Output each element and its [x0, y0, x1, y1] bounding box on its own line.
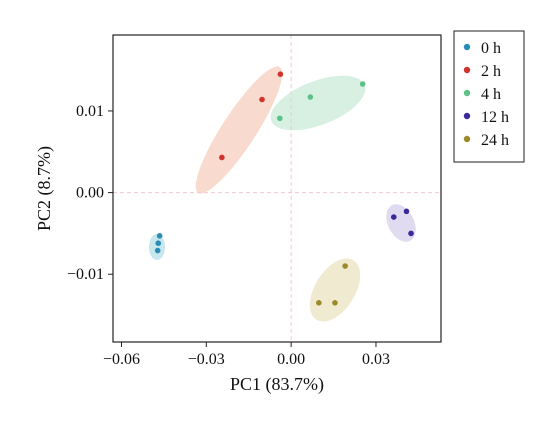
plot-frame: [112, 34, 442, 343]
legend-marker-12h: [463, 112, 471, 120]
point-12h-1: [390, 214, 397, 220]
confidence-ellipses: [149, 66, 416, 322]
reference-lines: [113, 35, 441, 342]
point-4h-2: [307, 94, 314, 100]
data-points: [154, 71, 414, 306]
x-tick-label: 0.03: [362, 351, 390, 368]
x-axis-ticks: −0.06 −0.03 0.00 0.03: [103, 342, 390, 368]
point-0h-2: [155, 240, 162, 247]
x-tick-label: −0.06: [103, 351, 140, 368]
point-2h-3: [277, 71, 284, 77]
y-axis-label: PC2 (8.7%): [34, 146, 55, 231]
legend-label-2h: 2 h: [481, 63, 501, 80]
ellipse-24h: [309, 258, 361, 322]
point-24h-3: [332, 300, 338, 306]
legend-marker-24h: [463, 135, 471, 143]
point-4h-3: [359, 81, 366, 87]
point-2h-2: [259, 96, 265, 103]
x-tick-label: −0.03: [188, 351, 225, 368]
y-tick-label: −0.01: [67, 266, 104, 283]
legend-label-4h: 4 h: [481, 86, 501, 103]
legend-label-0h: 0 h: [481, 40, 501, 57]
legend-label-24h: 24 h: [481, 132, 509, 149]
point-4h-1: [277, 115, 283, 122]
x-axis-label: PC1 (83.7%): [230, 374, 324, 395]
x-tick-label: 0.00: [277, 351, 305, 368]
legend-label-12h: 12 h: [481, 109, 509, 126]
point-12h-2: [403, 208, 410, 215]
ellipse-2h: [195, 66, 283, 194]
point-2h-1: [219, 154, 225, 161]
y-tick-label: 0.01: [76, 103, 104, 120]
point-0h-3: [154, 247, 161, 254]
ellipse-0h: [149, 234, 165, 260]
legend: 0 h 2 h 4 h 12 h 24 h: [453, 30, 525, 163]
point-12h-3: [408, 230, 414, 237]
legend-marker-2h: [463, 66, 471, 74]
legend-marker-0h: [463, 43, 471, 51]
ellipse-4h: [270, 75, 366, 131]
point-24h-2: [316, 300, 322, 306]
legend-marker-4h: [463, 89, 471, 97]
point-0h-1: [156, 233, 163, 239]
y-tick-label: 0.00: [76, 185, 104, 202]
point-24h-1: [342, 263, 348, 269]
ellipse-12h: [386, 204, 416, 242]
y-axis-ticks: −0.01 0.00 0.01: [67, 103, 113, 283]
